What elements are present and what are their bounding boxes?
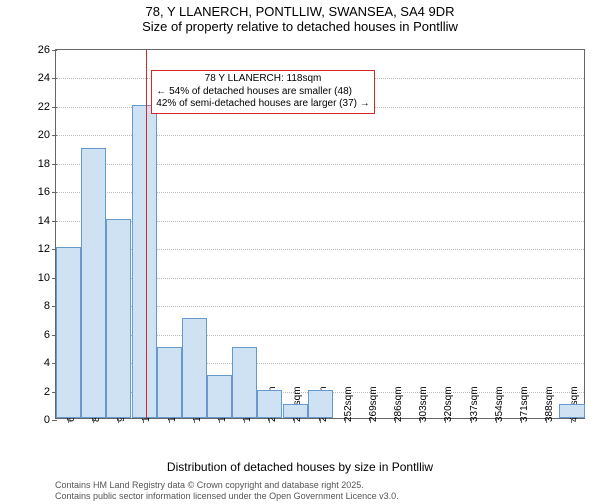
xtick-mark — [521, 418, 522, 423]
ytick-label: 22 — [38, 101, 56, 113]
xtick-mark — [445, 418, 446, 423]
x-axis-label: Distribution of detached houses by size … — [167, 460, 433, 474]
xtick-mark — [169, 418, 170, 423]
callout-line-2: ← 54% of detached houses are smaller (48… — [156, 86, 369, 99]
plot-area: 0246810121416182022242665sqm82sqm99sqm11… — [55, 49, 585, 419]
histogram-bar — [157, 347, 182, 418]
histogram-bar — [81, 148, 106, 418]
marker-line — [146, 50, 147, 418]
xtick-mark — [370, 418, 371, 423]
xtick-label: 388sqm — [544, 386, 555, 422]
xtick-mark — [471, 418, 472, 423]
histogram-bar — [207, 375, 232, 418]
xtick-mark — [269, 418, 270, 423]
xtick-mark — [68, 418, 69, 423]
xtick-mark — [496, 418, 497, 423]
histogram-bar — [257, 390, 282, 418]
xtick-mark — [571, 418, 572, 423]
histogram-bar — [283, 404, 308, 418]
ytick-label: 0 — [44, 414, 56, 426]
xtick-mark — [244, 418, 245, 423]
xtick-label: 371sqm — [519, 386, 530, 422]
ytick-label: 8 — [44, 300, 56, 312]
histogram-bar — [56, 247, 81, 418]
ytick-label: 26 — [38, 44, 56, 56]
callout-box: 78 Y LLANERCH: 118sqm ← 54% of detached … — [151, 70, 374, 114]
histogram-bar — [559, 404, 584, 418]
xtick-mark — [93, 418, 94, 423]
xtick-mark — [294, 418, 295, 423]
xtick-label: 354sqm — [494, 386, 505, 422]
xtick-label: 303sqm — [418, 386, 429, 422]
ytick-label: 24 — [38, 72, 56, 84]
ytick-label: 20 — [38, 129, 56, 141]
xtick-mark — [194, 418, 195, 423]
ytick-label: 16 — [38, 186, 56, 198]
histogram-bar — [182, 318, 207, 418]
xtick-label: 252sqm — [343, 386, 354, 422]
footer-attribution: Contains HM Land Registry data © Crown c… — [55, 480, 399, 502]
ytick-label: 10 — [38, 272, 56, 284]
ytick-label: 18 — [38, 158, 56, 170]
xtick-label: 337sqm — [469, 386, 480, 422]
xtick-mark — [420, 418, 421, 423]
xtick-label: 286sqm — [393, 386, 404, 422]
ytick-label: 14 — [38, 215, 56, 227]
histogram-bar — [106, 219, 131, 418]
ytick-label: 4 — [44, 357, 56, 369]
xtick-mark — [118, 418, 119, 423]
xtick-mark — [219, 418, 220, 423]
histogram-bar — [132, 105, 157, 418]
chart-subtitle: Size of property relative to detached ho… — [0, 19, 600, 34]
xtick-label: 320sqm — [443, 386, 454, 422]
ytick-label: 2 — [44, 386, 56, 398]
xtick-mark — [143, 418, 144, 423]
footer-line-1: Contains HM Land Registry data © Crown c… — [55, 480, 399, 491]
xtick-mark — [345, 418, 346, 423]
xtick-mark — [395, 418, 396, 423]
ytick-label: 12 — [38, 243, 56, 255]
chart-title: 78, Y LLANERCH, PONTLLIW, SWANSEA, SA4 9… — [0, 4, 600, 19]
xtick-mark — [320, 418, 321, 423]
ytick-label: 6 — [44, 329, 56, 341]
histogram-bar — [308, 390, 333, 418]
callout-line-3: 42% of semi-detached houses are larger (… — [156, 98, 369, 111]
callout-line-1: 78 Y LLANERCH: 118sqm — [156, 73, 369, 86]
histogram-bar — [232, 347, 257, 418]
footer-line-2: Contains public sector information licen… — [55, 491, 399, 502]
xtick-mark — [546, 418, 547, 423]
xtick-label: 269sqm — [368, 386, 379, 422]
